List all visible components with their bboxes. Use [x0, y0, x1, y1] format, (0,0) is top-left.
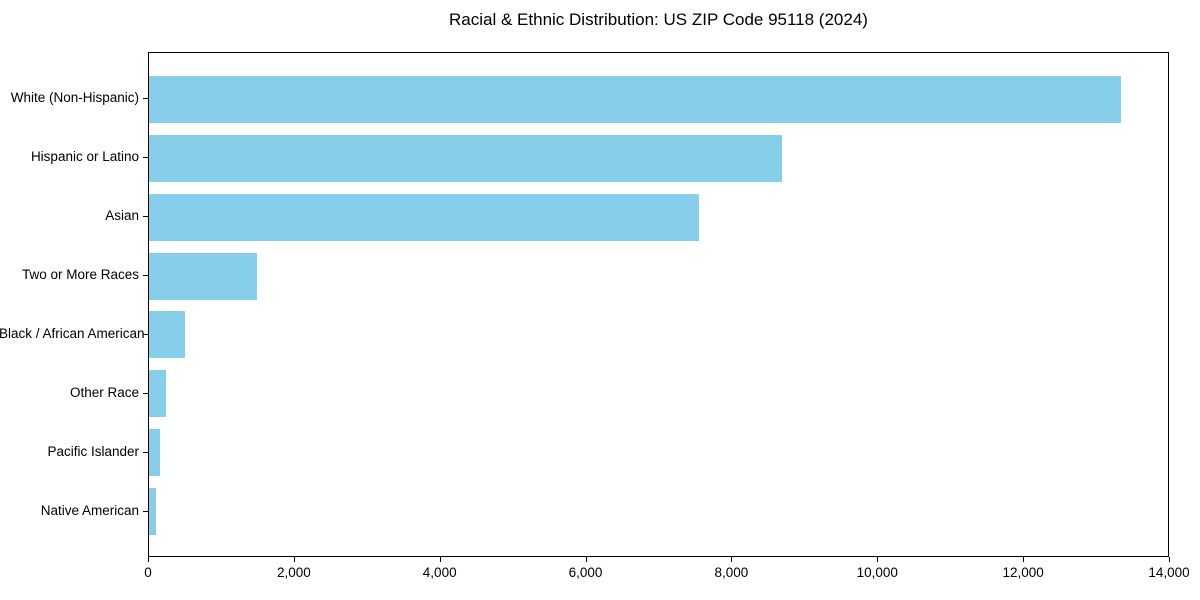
x-tick-mark	[439, 557, 441, 562]
bar	[149, 134, 782, 182]
y-axis-label: Asian	[105, 208, 139, 224]
x-tick-mark	[148, 557, 149, 562]
y-axis-label: Other Race	[69, 384, 139, 400]
y-axis-label: Native American	[40, 502, 139, 518]
y-axis-label: Pacific Islander	[47, 443, 139, 459]
y-axis-label: Hispanic or Latino	[30, 149, 139, 165]
x-tick-mark	[293, 557, 295, 562]
x-tick-label: 8,000	[714, 565, 749, 580]
x-tick-label: 0	[144, 565, 152, 580]
chart-title: Racial & Ethnic Distribution: US ZIP Cod…	[449, 10, 868, 29]
bar	[149, 311, 185, 359]
bar	[149, 252, 258, 300]
bar	[149, 193, 699, 241]
x-tick-label: 12,000	[1002, 565, 1044, 580]
x-tick-label: 14,000	[1148, 565, 1190, 580]
x-tick-label: 2,000	[276, 565, 311, 580]
bar	[149, 370, 166, 418]
x-tick-mark	[1169, 557, 1170, 562]
y-tick-mark	[143, 157, 148, 159]
y-tick-mark	[143, 510, 148, 512]
x-tick-mark	[1023, 557, 1025, 562]
y-tick-mark	[143, 216, 148, 218]
y-tick-mark	[143, 98, 148, 100]
x-tick-label: 6,000	[568, 565, 603, 580]
bar	[149, 487, 156, 536]
y-axis-label: Two or More Races	[21, 267, 139, 283]
x-tick-mark	[731, 557, 733, 562]
bar	[149, 429, 160, 477]
y-axis-label: Black / African American	[0, 325, 145, 341]
y-tick-mark	[143, 275, 148, 277]
plot-area	[148, 52, 1169, 557]
bar	[149, 75, 1121, 124]
y-tick-mark	[143, 333, 148, 335]
x-tick-label: 10,000	[856, 565, 898, 580]
x-tick-label: 4,000	[422, 565, 457, 580]
x-tick-mark	[585, 557, 587, 562]
y-tick-mark	[143, 392, 148, 394]
x-tick-mark	[877, 557, 879, 562]
y-tick-mark	[143, 451, 148, 453]
y-axis-label: White (Non-Hispanic)	[10, 90, 139, 106]
